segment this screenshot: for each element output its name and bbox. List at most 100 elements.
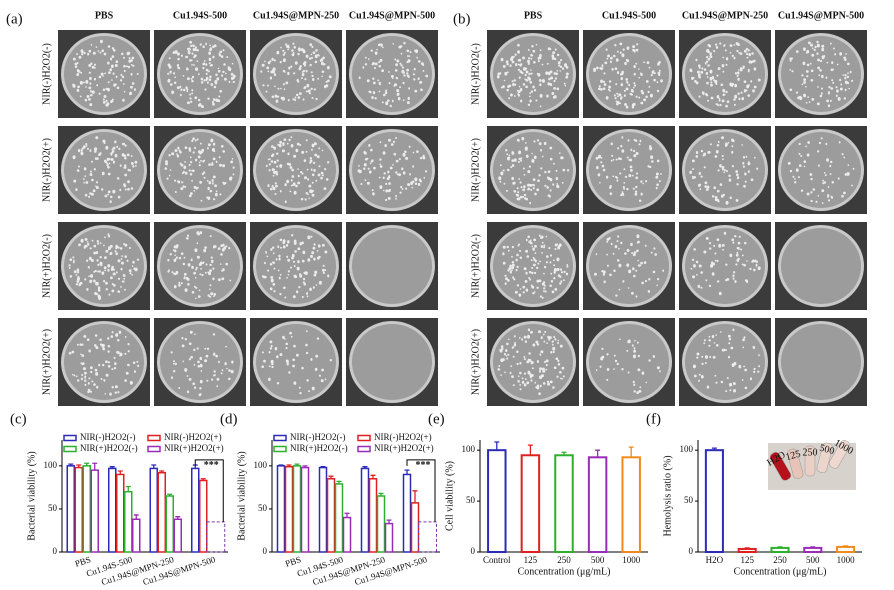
error-bar	[711, 447, 717, 451]
legend-label: NIR(+)H2O2(-)	[290, 443, 348, 453]
column-header: Cu1.94S@MPN-500	[778, 10, 864, 21]
dish	[781, 132, 861, 208]
bar	[621, 456, 641, 553]
error-bar	[278, 464, 284, 466]
y-tick-label: 50	[258, 503, 268, 513]
dish	[685, 324, 765, 400]
tube	[828, 440, 851, 469]
bar	[770, 546, 790, 553]
bar	[82, 465, 91, 553]
tube-label: 125	[785, 449, 802, 464]
bracket	[406, 459, 436, 522]
error-bar	[175, 516, 181, 520]
tube	[816, 442, 833, 473]
legend-swatch	[63, 445, 77, 453]
bar	[326, 478, 336, 553]
bar	[90, 469, 99, 553]
row-label: NIR(+)H2O2(+)	[470, 329, 481, 395]
x-tick-label: 250	[557, 555, 571, 565]
bar	[487, 449, 507, 554]
y-tick-label: 100	[44, 460, 58, 470]
dish	[352, 324, 432, 400]
colonies	[170, 330, 234, 397]
y-tick-label: 50	[48, 503, 58, 513]
x-tick-label: 500	[591, 555, 605, 565]
y-tick-label: 0	[471, 546, 476, 556]
bar	[402, 473, 412, 553]
bar	[173, 518, 182, 553]
bar	[410, 502, 420, 553]
column-header: Cu1.94S-500	[602, 10, 656, 21]
colonies	[358, 41, 429, 108]
panel-label: (f)	[646, 411, 661, 427]
y-tick-label: 100	[462, 444, 476, 454]
annotation: ***	[204, 460, 219, 471]
x-axis-label: Concentration (μg/mL)	[734, 566, 827, 577]
dish	[352, 228, 432, 304]
error-bar	[133, 514, 139, 520]
dish	[352, 36, 432, 112]
dish	[589, 132, 669, 208]
dish	[685, 228, 765, 304]
row-label: NIR(+)H2O2(-)	[41, 234, 52, 298]
y-axis-label: Bacterial viability (%)	[236, 451, 247, 540]
highlight-box	[418, 521, 437, 553]
bar	[292, 465, 302, 553]
dish	[160, 228, 240, 304]
x-axis-label: Concentration (μg/mL)	[518, 566, 611, 577]
bar	[66, 465, 75, 553]
bar	[737, 547, 757, 553]
error-bar	[68, 463, 74, 466]
bar	[334, 483, 344, 553]
bar	[704, 449, 724, 554]
bar	[199, 479, 208, 553]
dish	[64, 36, 144, 112]
dish	[589, 324, 669, 400]
highlight-box	[206, 521, 226, 553]
x-tick-label: PBS	[284, 554, 302, 568]
tube	[769, 452, 792, 481]
panel-label: (c)	[10, 411, 27, 427]
error-bar	[362, 466, 368, 469]
colonies	[68, 330, 140, 396]
bar	[149, 467, 158, 553]
colonies	[167, 231, 232, 300]
colonies	[265, 136, 330, 204]
error-bar	[294, 463, 300, 466]
bar	[803, 546, 823, 553]
bar	[368, 478, 378, 553]
legend-label: NIR(+)H2O2(+)	[164, 443, 224, 453]
colonies	[502, 234, 569, 299]
error-bar	[527, 444, 533, 456]
legend-swatch	[273, 434, 287, 442]
bar	[318, 466, 328, 553]
x-tick-label: PBS	[74, 554, 92, 568]
row-label: NIR(-)H2O2(-)	[470, 43, 481, 105]
dish	[781, 228, 861, 304]
y-tick-label: 50	[466, 495, 476, 505]
legend-label: NIR(+)H2O2(-)	[80, 443, 138, 453]
bar	[157, 471, 166, 553]
column-header: Cu1.94S@MPN-250	[682, 10, 768, 21]
bar	[276, 465, 286, 553]
colonies	[260, 42, 332, 103]
panel-label: (a)	[6, 11, 23, 27]
bar	[116, 473, 125, 553]
error-bar	[744, 547, 750, 549]
x-tick-label: Control	[483, 555, 511, 565]
error-bar	[117, 470, 123, 475]
colonies	[497, 328, 565, 396]
error-bar	[320, 466, 326, 468]
legend-swatch	[63, 434, 77, 442]
x-tick-label: 125	[524, 555, 538, 565]
bar	[108, 467, 117, 553]
panel-label: (d)	[220, 411, 238, 427]
dish	[160, 324, 240, 400]
bar	[554, 454, 574, 554]
column-header: Cu1.94S-500	[173, 10, 227, 21]
error-bar	[151, 464, 157, 469]
error-bar	[76, 464, 82, 468]
x-tick-label: 250	[773, 555, 787, 565]
legend-label: NIR(+)H2O2(+)	[374, 443, 434, 453]
